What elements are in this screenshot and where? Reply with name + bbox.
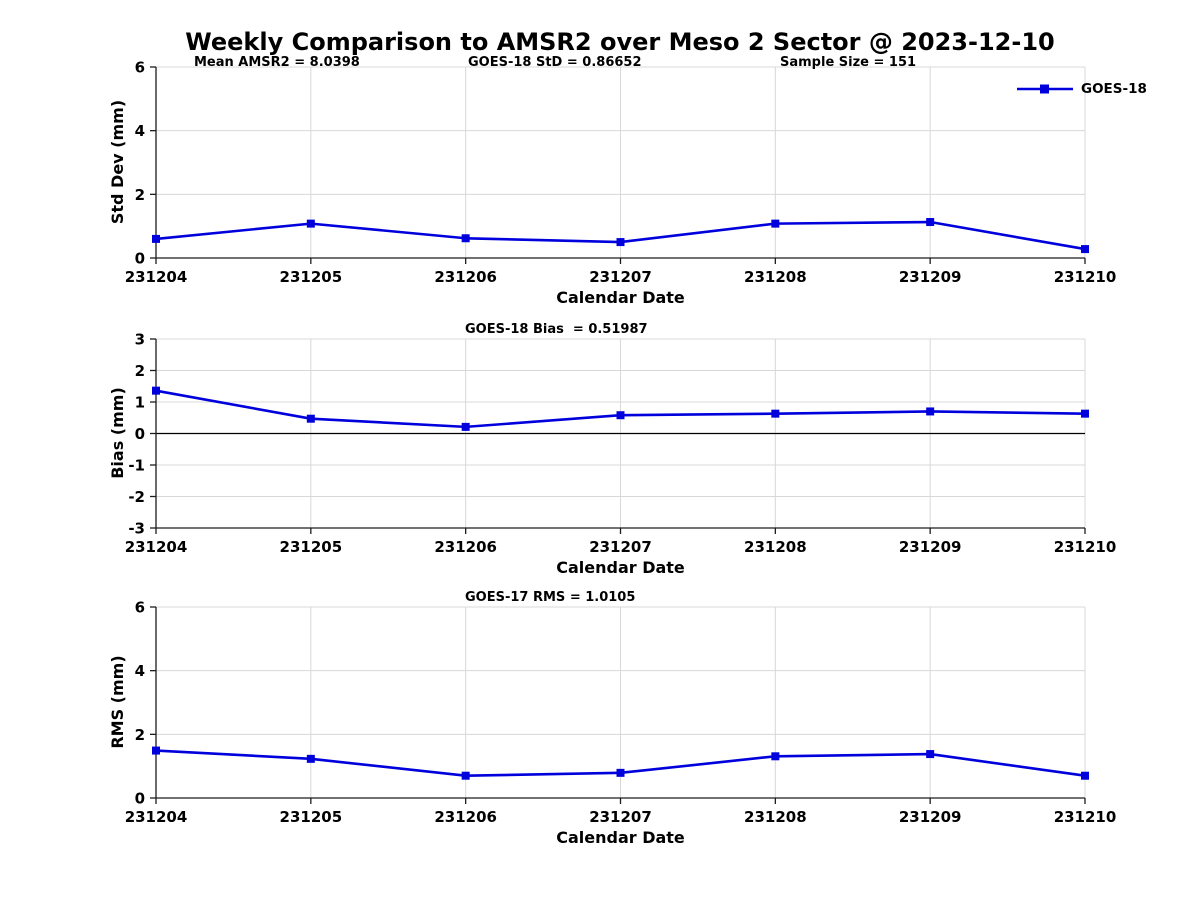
y-axis-label-bias: Bias (mm) <box>108 387 127 479</box>
x-tick-label: 231210 <box>1054 268 1117 286</box>
y-tick-label: 0 <box>135 250 145 268</box>
y-tick-label: 2 <box>135 362 145 380</box>
y-tick-label: 1 <box>135 394 145 412</box>
y-tick-label: 4 <box>135 662 145 680</box>
x-tick-label: 231208 <box>744 268 807 286</box>
tick-labels: 231204 231205 231206 231207 231208 231209 2312… <box>125 59 1117 287</box>
x-tick-label: 231210 <box>1054 538 1117 556</box>
subplot-1: 231204 231205 231206 231207 231208 231209 2312… <box>125 59 1117 287</box>
subplot-title-rms: GOES-17 RMS = 1.0105 <box>465 590 636 605</box>
x-tick-label: 231205 <box>280 538 343 556</box>
x-tick-label: 231207 <box>589 268 652 286</box>
x-tick-label: 231208 <box>744 808 807 826</box>
x-tick-label: 231209 <box>899 268 962 286</box>
y-tick-label: -3 <box>128 520 145 538</box>
y-axis-label-stddev: Std Dev (mm) <box>108 99 127 225</box>
axes <box>150 606 1086 804</box>
series-markers-GOES-18 <box>152 386 1089 431</box>
x-axis-label-1: Calendar Date <box>556 288 685 307</box>
subplot-3: 231204 231205 231206 231207 231208 231209 2312… <box>125 599 1117 827</box>
x-tick-label: 231205 <box>280 268 343 286</box>
x-axis-label-3: Calendar Date <box>556 828 685 847</box>
annotation-mean-amsr2: Mean AMSR2 = 8.0398 <box>194 55 360 70</box>
x-tick-label: 231208 <box>744 538 807 556</box>
legend-line-marker-icon <box>1017 84 1073 94</box>
y-tick-label: 3 <box>135 331 145 349</box>
gridlines <box>155 66 1086 259</box>
y-tick-label: 0 <box>135 790 145 808</box>
x-tick-label: 231204 <box>125 268 188 286</box>
x-tick-label: 231209 <box>899 808 962 826</box>
y-tick-label: -2 <box>128 488 145 506</box>
series-markers-GOES-18 <box>152 746 1089 780</box>
y-tick-label: 4 <box>135 122 145 140</box>
legend: GOES-18 <box>1016 81 1147 97</box>
axes <box>150 66 1086 264</box>
x-axis-label-2: Calendar Date <box>556 558 685 577</box>
annotation-goes18-std: GOES-18 StD = 0.86652 <box>468 55 642 70</box>
x-tick-label: 231206 <box>434 808 497 826</box>
y-tick-label: -1 <box>128 457 145 475</box>
tick-labels: 231204 231205 231206 231207 231208 231209 2312… <box>125 331 1117 557</box>
subplot-title-bias: GOES-18 Bias = 0.51987 <box>465 322 648 337</box>
x-tick-label: 231205 <box>280 808 343 826</box>
tick-labels: 231204 231205 231206 231207 231208 231209 2312… <box>125 599 1117 827</box>
x-tick-label: 231206 <box>434 268 497 286</box>
x-tick-label: 231204 <box>125 538 188 556</box>
x-tick-label: 231209 <box>899 538 962 556</box>
y-axis-label-rms: RMS (mm) <box>108 655 127 749</box>
y-tick-label: 2 <box>135 186 145 204</box>
axes <box>150 338 1086 534</box>
figure-title: Weekly Comparison to AMSR2 over Meso 2 S… <box>185 28 1055 56</box>
x-tick-label: 231207 <box>589 808 652 826</box>
x-tick-label: 231207 <box>589 538 652 556</box>
annotation-sample-size: Sample Size = 151 <box>780 55 917 70</box>
y-tick-label: 6 <box>135 59 145 77</box>
y-tick-label: 0 <box>135 425 145 443</box>
subplot-2: 231204 231205 231206 231207 231208 231209 2312… <box>125 331 1117 557</box>
x-tick-label: 231204 <box>125 808 188 826</box>
series-markers-GOES-18 <box>152 218 1089 254</box>
x-tick-label: 231210 <box>1054 808 1117 826</box>
y-tick-label: 2 <box>135 726 145 744</box>
y-tick-label: 6 <box>135 599 145 617</box>
legend-label: GOES-18 <box>1081 81 1147 97</box>
x-tick-label: 231206 <box>434 538 497 556</box>
